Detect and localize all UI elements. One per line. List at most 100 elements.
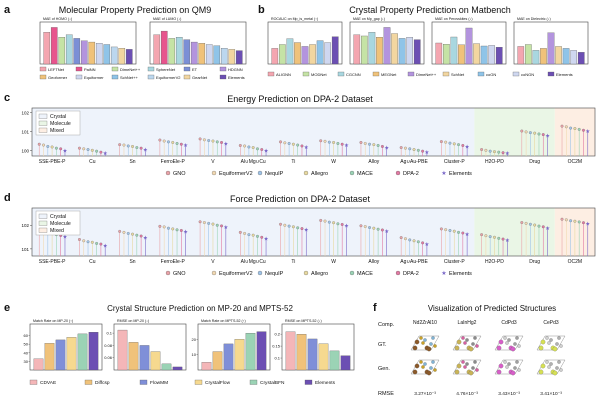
energy-marker — [537, 132, 541, 136]
energy-legend-label: DPA-2 — [403, 171, 419, 177]
qm9-legend-item: ET — [192, 67, 198, 72]
energy-region-swatch — [38, 120, 48, 126]
energy-category-label: Drug — [529, 159, 540, 165]
force-marker — [363, 225, 367, 228]
force-marker — [118, 229, 122, 233]
energy-marker — [179, 142, 183, 146]
atom — [475, 344, 479, 348]
energy-marker — [90, 148, 94, 152]
force-region-label: Mixed — [50, 228, 64, 234]
energy-marker — [243, 144, 247, 148]
csp-legend-item: CrystalBFN — [260, 380, 285, 386]
energy-marker: ★ — [304, 144, 309, 151]
csp-plot-1-bar — [117, 329, 128, 371]
force-legend-label: GNO — [173, 271, 186, 277]
matbench-legend-swatch — [477, 71, 485, 77]
force-marker — [238, 230, 242, 234]
csp-plot-2-bar — [245, 332, 256, 371]
csp-plot-0-bar — [66, 337, 77, 371]
force-category-label: OC2M — [568, 259, 582, 265]
force-marker — [461, 231, 465, 235]
structures-rmse-value: 3.43×10⁻³ — [498, 391, 520, 397]
energy-legend-label: EquiformerV2 — [219, 171, 253, 177]
force-marker — [175, 228, 179, 232]
energy-marker — [211, 139, 215, 143]
energy-marker — [480, 148, 484, 151]
matbench-plot-1-bar — [406, 37, 413, 65]
atom — [557, 336, 561, 340]
force-marker — [564, 218, 568, 222]
matbench-plot-2-bar — [450, 36, 458, 65]
csp-plot-1-bar — [128, 342, 139, 371]
force-legend-label: DPA-2 — [403, 271, 419, 277]
force-marker — [283, 223, 287, 227]
panel-letter-e: e — [4, 302, 10, 314]
force-marker — [327, 220, 331, 224]
energy-marker: ★ — [505, 150, 510, 157]
atom — [510, 346, 516, 352]
energy-marker — [207, 139, 211, 142]
force-marker — [457, 230, 460, 234]
energy-marker — [202, 138, 206, 142]
energy-marker — [95, 149, 99, 153]
qm9-homo-bar — [125, 49, 133, 65]
energy-marker — [376, 144, 380, 147]
qm9-homo-bar — [95, 43, 103, 65]
energy-marker — [215, 140, 219, 144]
energy-marker — [50, 145, 54, 149]
energy-marker — [336, 142, 340, 145]
atom — [503, 360, 507, 364]
atom — [463, 365, 467, 369]
energy-category-label: V — [211, 159, 215, 165]
atom — [549, 362, 553, 366]
energy-marker — [323, 139, 327, 143]
energy-marker: ★ — [424, 149, 429, 156]
energy-marker — [135, 146, 139, 149]
energy-marker — [461, 144, 465, 147]
force-marker: ★ — [223, 224, 228, 231]
force-marker — [412, 239, 416, 243]
force-marker — [452, 229, 456, 233]
energy-marker — [279, 140, 282, 144]
qm9-legend-swatch — [219, 74, 227, 80]
energy-legend-marker — [395, 170, 401, 176]
matbench-plot-0-bar — [324, 42, 331, 65]
energy-marker — [380, 145, 384, 148]
qm9-lumo-bar — [175, 37, 183, 65]
csp-plot-0-bar — [77, 333, 88, 371]
force-marker — [291, 225, 295, 229]
atom — [471, 366, 475, 370]
energy-marker — [457, 143, 460, 147]
atom — [549, 338, 553, 342]
matbench-plot-3-bar — [555, 46, 562, 65]
qm9-homo-bar — [88, 41, 96, 65]
matbench-legend-item: SchNet — [451, 72, 465, 77]
atom — [547, 365, 551, 369]
csp-legend-swatch — [304, 379, 313, 385]
matbench-plot-0-bar — [316, 40, 324, 65]
force-marker — [95, 242, 99, 245]
atom — [421, 365, 425, 369]
force-title: Force Prediction on DPA-2 Dataset — [230, 194, 370, 204]
atom — [498, 339, 504, 345]
csp-plot-1-bar — [139, 345, 150, 371]
qm9-legend-swatch — [219, 66, 227, 72]
force-marker — [480, 233, 484, 237]
structures-row-label: GT. — [378, 342, 387, 348]
atom — [419, 360, 423, 364]
atom — [498, 363, 504, 369]
atom — [419, 336, 423, 340]
structures-rmse-value: 4.76×10⁻³ — [456, 391, 478, 397]
csp-plot-0-tick-label: 40 — [24, 350, 29, 355]
matbench-plot-3-bar — [562, 48, 570, 65]
matbench-plot-0-bar — [294, 42, 301, 65]
force-marker — [167, 226, 170, 230]
qm9-legend-item: Elements — [228, 75, 245, 80]
crystal-structure-gen — [452, 359, 482, 376]
force-marker — [323, 219, 327, 223]
structures-composition: CePd3 — [543, 320, 559, 326]
qm9-lumo-bar — [213, 45, 221, 65]
energy-marker — [520, 129, 524, 133]
atom — [540, 363, 546, 369]
